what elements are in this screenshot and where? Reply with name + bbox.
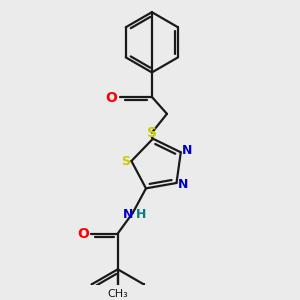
Text: N: N	[178, 178, 188, 191]
Text: O: O	[106, 91, 117, 105]
Text: N: N	[123, 208, 133, 221]
Text: S: S	[147, 126, 157, 140]
Text: N: N	[182, 144, 193, 157]
Text: H: H	[136, 208, 146, 221]
Text: S: S	[121, 154, 130, 167]
Text: O: O	[77, 227, 89, 242]
Text: CH₃: CH₃	[107, 289, 128, 299]
